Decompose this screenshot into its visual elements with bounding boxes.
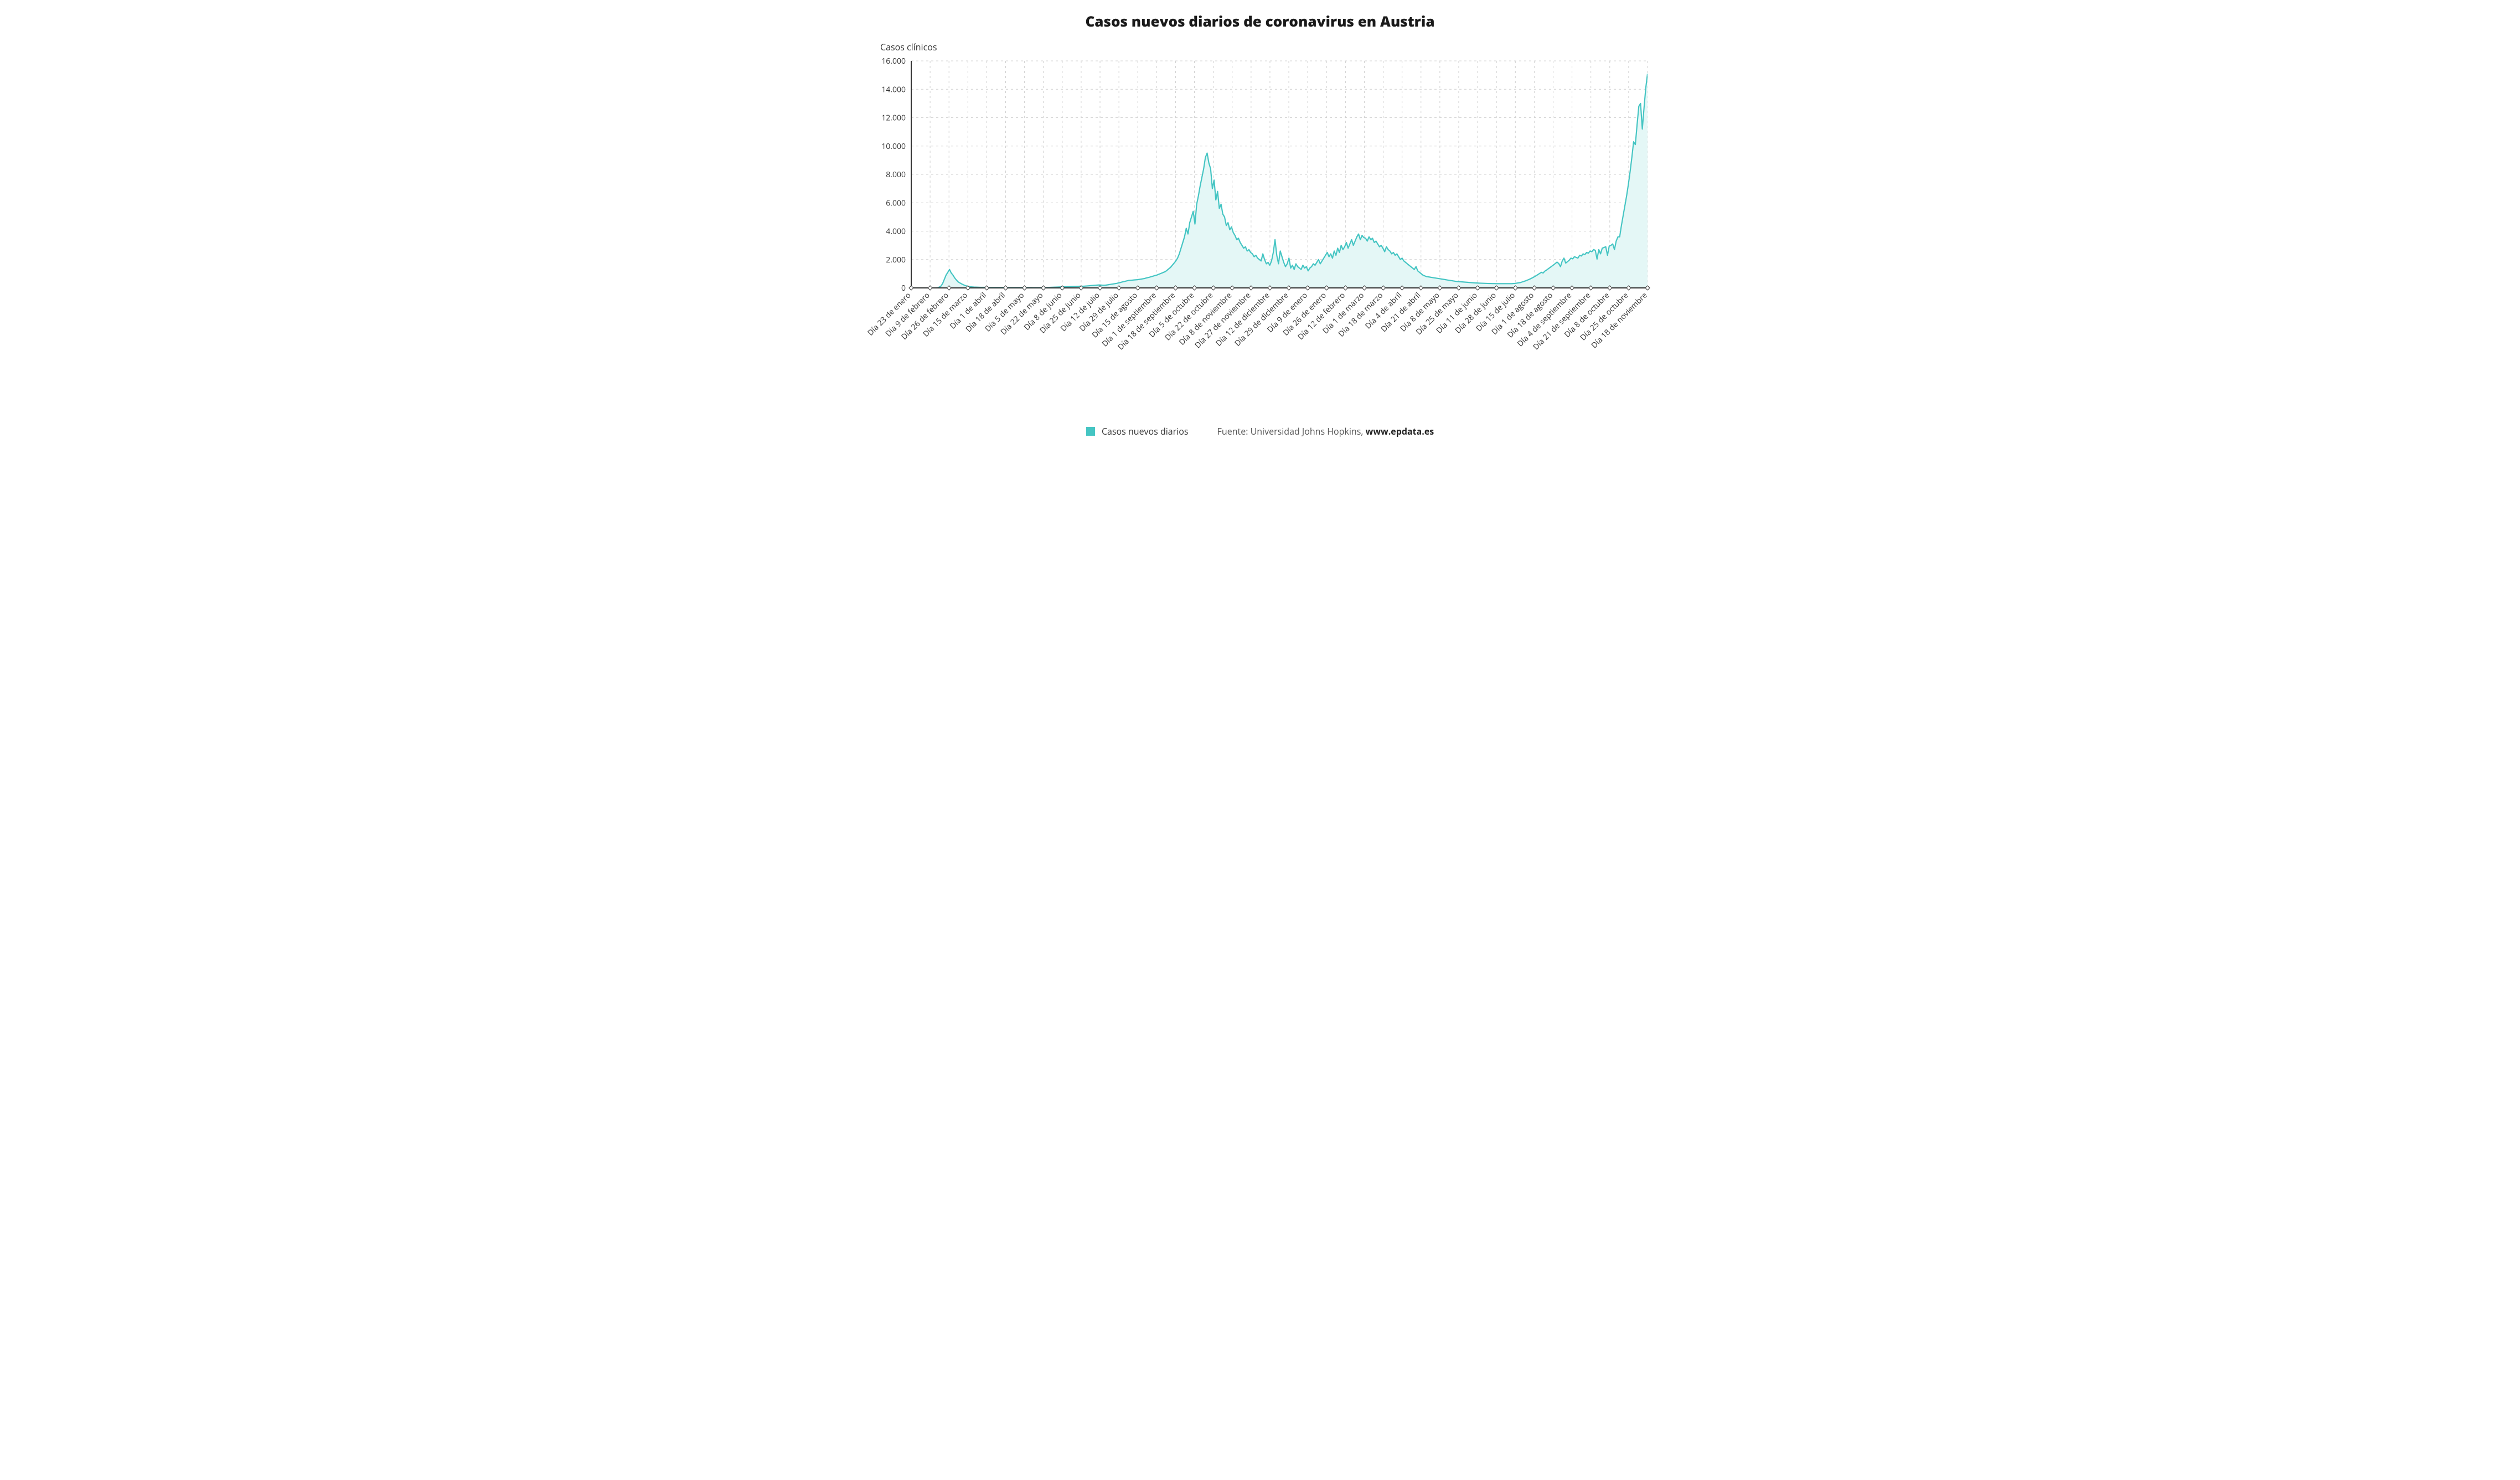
svg-text:14.000: 14.000 — [881, 84, 906, 95]
area-chart: 02.0004.0006.0008.00010.00012.00014.0001… — [861, 55, 1659, 410]
svg-text:6.000: 6.000 — [886, 198, 906, 208]
chart-title: Casos nuevos diarios de coronavirus en A… — [861, 11, 1659, 31]
chart-container: Casos nuevos diarios de coronavirus en A… — [856, 0, 1664, 448]
legend-label: Casos nuevos diarios — [1102, 425, 1189, 437]
svg-text:10.000: 10.000 — [881, 141, 906, 152]
svg-text:12.000: 12.000 — [881, 113, 906, 123]
y-axis-title: Casos clínicos — [880, 41, 1659, 53]
legend-swatch — [1086, 427, 1095, 436]
svg-text:8.000: 8.000 — [886, 169, 906, 180]
svg-text:16.000: 16.000 — [881, 56, 906, 66]
svg-text:2.000: 2.000 — [886, 255, 906, 265]
source-site: www.epdata.es — [1366, 425, 1434, 437]
source-prefix: Fuente: — [1217, 425, 1251, 437]
svg-text:4.000: 4.000 — [886, 226, 906, 237]
source-text: Universidad Johns Hopkins, — [1251, 425, 1366, 437]
legend: Casos nuevos diarios Fuente: Universidad… — [861, 425, 1659, 437]
